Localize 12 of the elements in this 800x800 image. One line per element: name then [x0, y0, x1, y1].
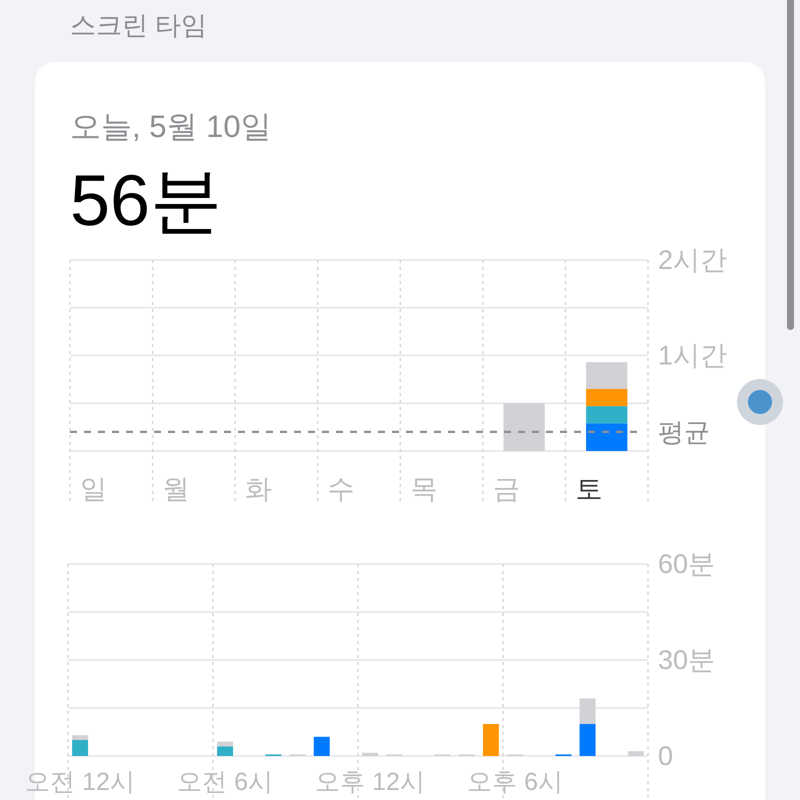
bar — [217, 742, 234, 746]
bar — [314, 736, 330, 756]
subtitle: 오늘, 5월 10일 — [70, 109, 272, 144]
bar — [628, 751, 644, 756]
bar — [72, 740, 88, 756]
bar — [217, 746, 234, 756]
bar — [580, 724, 596, 756]
title: 스크린 타임 — [70, 10, 208, 40]
annotation: 56분 — [70, 161, 222, 241]
bar — [362, 752, 378, 756]
bar — [580, 698, 596, 724]
bar — [72, 735, 88, 740]
